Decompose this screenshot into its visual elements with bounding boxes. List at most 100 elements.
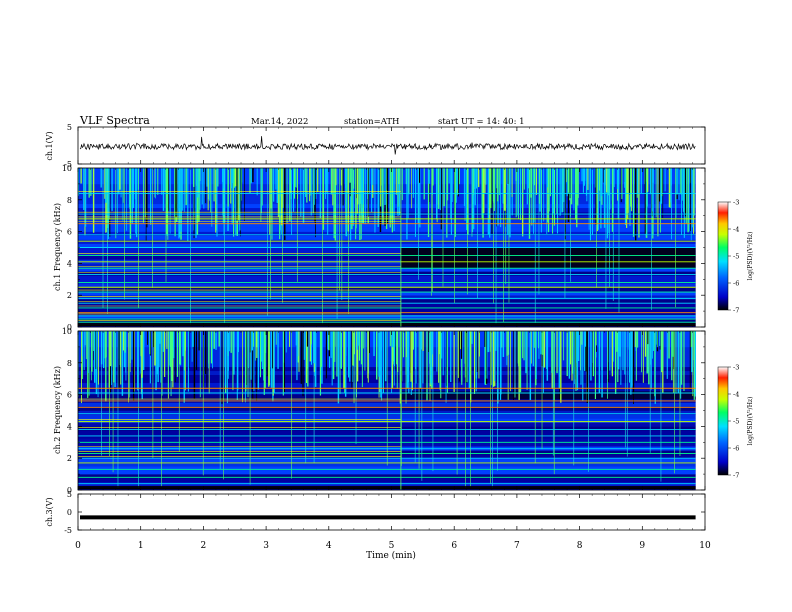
spectrogram-band xyxy=(78,406,696,411)
spectrogram-band xyxy=(78,462,696,467)
ch2-spectrogram-y-tick-label: 8 xyxy=(67,359,72,368)
ch1-spectrogram-y-tick-label: 0 xyxy=(67,323,72,332)
spectrogram-band xyxy=(78,279,696,284)
spectrogram-band xyxy=(78,283,696,288)
ch1-waveform-ylabel: ch.1(V) xyxy=(45,131,54,160)
x-tick-label: 5 xyxy=(389,541,395,551)
spectrogram-band xyxy=(78,291,696,296)
spectrogram-band xyxy=(78,402,696,407)
spectrogram-band xyxy=(78,366,696,372)
ch1-spectrogram-y-tick-label: 10 xyxy=(62,164,72,173)
ch3-waveform-y-tick-label: 0 xyxy=(67,508,72,517)
ch1-spectrogram-y-tick-label: 4 xyxy=(67,259,72,268)
spectrogram-band xyxy=(78,287,696,292)
colorbar-tick-label: -5 xyxy=(733,253,739,261)
ch1-spectrogram-y-tick-label: 6 xyxy=(67,228,72,237)
spectrogram-band xyxy=(78,275,696,280)
spectrogram-band xyxy=(78,414,696,419)
x-tick-label: 2 xyxy=(201,541,207,551)
colorbar-tick-label: -6 xyxy=(733,280,739,288)
spectrogram-band xyxy=(78,247,696,252)
spectrogram-dark-region xyxy=(400,247,696,269)
spectrogram-band xyxy=(78,370,696,376)
x-tick-label: 1 xyxy=(138,541,144,551)
ch1-waveform-path xyxy=(79,136,696,155)
spectrogram-band xyxy=(78,482,696,487)
spectrogram-band xyxy=(78,235,696,240)
x-tick-label: 7 xyxy=(514,541,520,551)
spectrogram-band xyxy=(78,307,696,312)
ch2-spectrogram-ylabel: ch.2 Frequency (kHz) xyxy=(53,366,62,454)
spectrogram-band xyxy=(78,295,696,300)
ch2-spectrogram-y-tick-label: 4 xyxy=(67,422,72,431)
ch3-waveform-frame xyxy=(77,493,706,531)
ch2-spectrogram-y-tick-label: 0 xyxy=(67,486,72,495)
spectrogram-band xyxy=(78,434,696,439)
spectrogram-band xyxy=(78,319,696,324)
x-tick-label: 10 xyxy=(699,541,711,551)
spectrogram-band xyxy=(78,338,696,344)
spectrogram-band xyxy=(78,315,696,320)
spectrogram-band xyxy=(78,303,696,308)
spectrogram-band xyxy=(78,334,696,340)
spectrogram-band xyxy=(78,231,696,236)
x-tick-label: 6 xyxy=(451,541,457,551)
colorbar-tick-label: -5 xyxy=(733,418,739,426)
x-axis-label: Time (min) xyxy=(366,550,416,561)
x-tick-label: 8 xyxy=(577,541,583,551)
spectrogram-band xyxy=(78,378,696,383)
spectrogram-band xyxy=(78,350,696,356)
ch3-waveform-y-tick-label: 5 xyxy=(67,490,72,499)
spectrogram-band xyxy=(78,362,696,368)
colorbar-tick-label: -7 xyxy=(733,307,739,315)
spectrogram-band xyxy=(78,346,696,352)
colorbar-tick-label: -4 xyxy=(733,226,739,234)
spectrogram-band xyxy=(78,442,696,447)
ch1-spectrogram-y-tick-label: 8 xyxy=(67,196,72,205)
ch2-spectrogram-y-tick-label: 10 xyxy=(62,327,72,336)
spectrogram-band xyxy=(78,354,696,360)
date-label: Mar.14, 2022 xyxy=(251,117,308,127)
ch1-waveform-y-tick-label: -5 xyxy=(64,160,72,169)
spectrogram-band xyxy=(78,426,696,431)
ch2-spectrogram xyxy=(77,331,696,491)
ch1-colorbar xyxy=(717,201,729,311)
spectrogram-band xyxy=(78,450,696,455)
spectrogram-dark-region xyxy=(400,391,696,400)
ch3-waveform-ylabel: ch.3(V) xyxy=(45,497,54,526)
colorbar-tick-label: -7 xyxy=(733,472,739,480)
spectrogram-band xyxy=(78,255,696,260)
spectrogram-band xyxy=(78,458,696,463)
colorbar-tick-label: -3 xyxy=(733,364,739,372)
spectrogram-band xyxy=(78,271,696,276)
spectrogram-band xyxy=(78,243,696,248)
spectrogram-band xyxy=(78,410,696,415)
x-tick-label: 0 xyxy=(75,541,81,551)
ch1-colorbar-label: log(PSD)(V²/Hz) xyxy=(747,232,754,281)
spectrogram-band xyxy=(78,227,696,232)
station-label: station=ATH xyxy=(344,117,399,127)
ch1-waveform-y-tick-label: 5 xyxy=(67,123,72,132)
figure-title: VLF Spectra xyxy=(79,114,150,127)
spectrogram-band xyxy=(78,422,696,427)
ch1-spectrogram-ylabel: ch.1 Frequency (kHz) xyxy=(53,203,62,291)
spectrogram-band xyxy=(78,394,696,399)
spectrogram-band xyxy=(78,342,696,348)
spectrogram-band xyxy=(78,418,696,423)
ch2-colorbar-label: log(PSD)(V²/Hz) xyxy=(747,397,754,446)
spectrogram-band xyxy=(78,311,696,316)
ch2-spectrogram-y-tick-label: 2 xyxy=(67,454,72,463)
x-tick-label: 9 xyxy=(639,541,645,551)
ch1-waveform-trace xyxy=(79,136,696,155)
spectrogram-band xyxy=(78,478,696,483)
colorbar-tick-label: -6 xyxy=(733,445,739,453)
spectrogram-band xyxy=(78,430,696,435)
spectrogram-band xyxy=(78,267,696,272)
spectrogram-band xyxy=(78,382,696,387)
ch2-spectrogram-y-tick-label: 6 xyxy=(67,391,72,400)
start-time-label: start UT = 14: 40: 1 xyxy=(438,117,525,127)
colorbar-tick-label: -3 xyxy=(733,199,739,207)
spectrogram-band xyxy=(78,470,696,475)
